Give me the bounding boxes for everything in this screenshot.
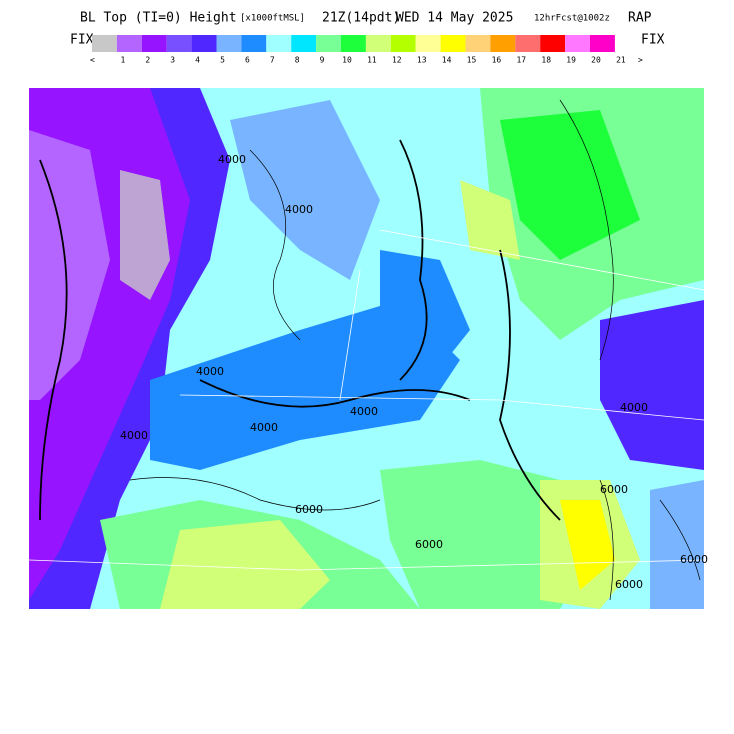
legend-swatch	[341, 35, 366, 52]
contour-label: 4000	[350, 405, 378, 418]
legend-tick-label: 8	[295, 56, 300, 65]
legend-tick-label: 6	[245, 56, 250, 65]
legend-tick-label: 16	[492, 56, 502, 65]
legend-swatch	[191, 35, 217, 52]
legend-swatch	[390, 35, 416, 52]
legend-tick-label: 9	[320, 56, 325, 65]
legend-swatch	[241, 35, 267, 52]
legend-low: <	[90, 56, 95, 65]
valid-time: 21Z(14pdt)	[322, 11, 400, 26]
model: RAP	[628, 11, 652, 26]
legend-tick-label: 18	[541, 56, 551, 65]
legend-right-label: FIX	[641, 33, 665, 48]
legend-swatch	[415, 35, 441, 52]
legend-swatch	[540, 35, 566, 52]
contour-label: 6000	[415, 538, 443, 551]
legend-tick-label: 1	[120, 56, 125, 65]
legend-swatch	[92, 35, 117, 52]
legend-swatch	[465, 35, 491, 52]
title: BL Top (TI=0) Height	[80, 11, 237, 26]
legend-swatch	[116, 35, 142, 52]
contour-label: 4000	[250, 421, 278, 434]
legend-tick-label: 15	[467, 56, 477, 65]
legend-swatch	[590, 35, 615, 52]
legend-tick-label: 7	[270, 56, 275, 65]
legend-swatch	[365, 35, 391, 52]
contour-label: 4000	[120, 429, 148, 442]
contour-label: 4000	[620, 401, 648, 414]
contour-label: 4000	[196, 365, 224, 378]
units: [x1000ftMSL]	[240, 14, 305, 24]
contour-label: 6000	[615, 578, 643, 591]
legend-tick-label: 10	[342, 56, 352, 65]
legend-swatch	[565, 35, 590, 52]
legend-swatch	[141, 35, 167, 52]
legend-tick-label: 2	[145, 56, 150, 65]
legend-tick-label: 4	[195, 56, 200, 65]
legend-swatch	[291, 35, 317, 52]
legend-tick-label: 13	[417, 56, 427, 65]
legend-tick-label: 3	[170, 56, 175, 65]
legend-tick-label: 14	[442, 56, 452, 65]
legend-tick-label: 5	[220, 56, 225, 65]
legend: 1 2 3 4 5 6 7 8 9 10 11 12 13 14 15 16 17 18 19 20 21	[92, 35, 626, 65]
legend-swatch	[216, 35, 242, 52]
legend-swatch	[166, 35, 192, 52]
contour-label: 6000	[295, 503, 323, 516]
legend-left-label: FIX	[70, 33, 94, 48]
forecast: 12hrFcst@1002z	[534, 14, 610, 24]
legend-tick-label: 12	[392, 56, 402, 65]
contour-label: 6000	[680, 553, 708, 566]
legend-swatch	[515, 35, 541, 52]
date: WED 14 May 2025	[396, 11, 513, 26]
legend-swatch	[440, 35, 466, 52]
contour-label: 6000	[600, 483, 628, 496]
legend-swatch	[316, 35, 341, 52]
map: 4000 4000 4000 4000 4000 4000 4000 6000 …	[29, 88, 708, 609]
legend-tick-label: 11	[367, 56, 377, 65]
legend-tick-label: 20	[591, 56, 601, 65]
legend-swatch	[266, 35, 292, 52]
legend-high: >	[638, 56, 643, 65]
legend-swatch	[490, 35, 516, 52]
legend-tick-label: 19	[566, 56, 576, 65]
legend-tick-label: 21	[616, 56, 626, 65]
contour-label: 4000	[285, 203, 313, 216]
legend-tick-label: 17	[516, 56, 526, 65]
contour-label: 4000	[218, 153, 246, 166]
